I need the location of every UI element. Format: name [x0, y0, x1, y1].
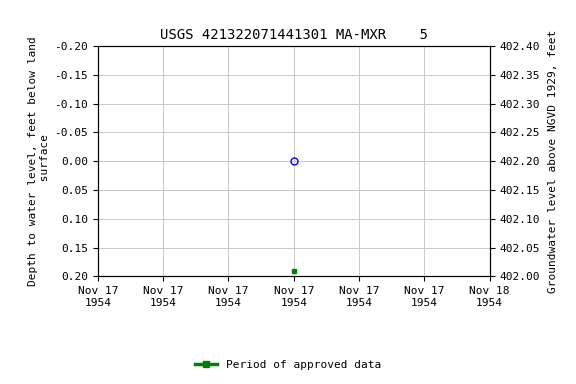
Legend: Period of approved data: Period of approved data [191, 356, 385, 375]
Text: Depth to water level, feet below land
 surface: Depth to water level, feet below land su… [28, 36, 50, 286]
Title: USGS 421322071441301 MA-MXR    5: USGS 421322071441301 MA-MXR 5 [160, 28, 428, 42]
Y-axis label: Groundwater level above NGVD 1929, feet: Groundwater level above NGVD 1929, feet [548, 30, 558, 293]
